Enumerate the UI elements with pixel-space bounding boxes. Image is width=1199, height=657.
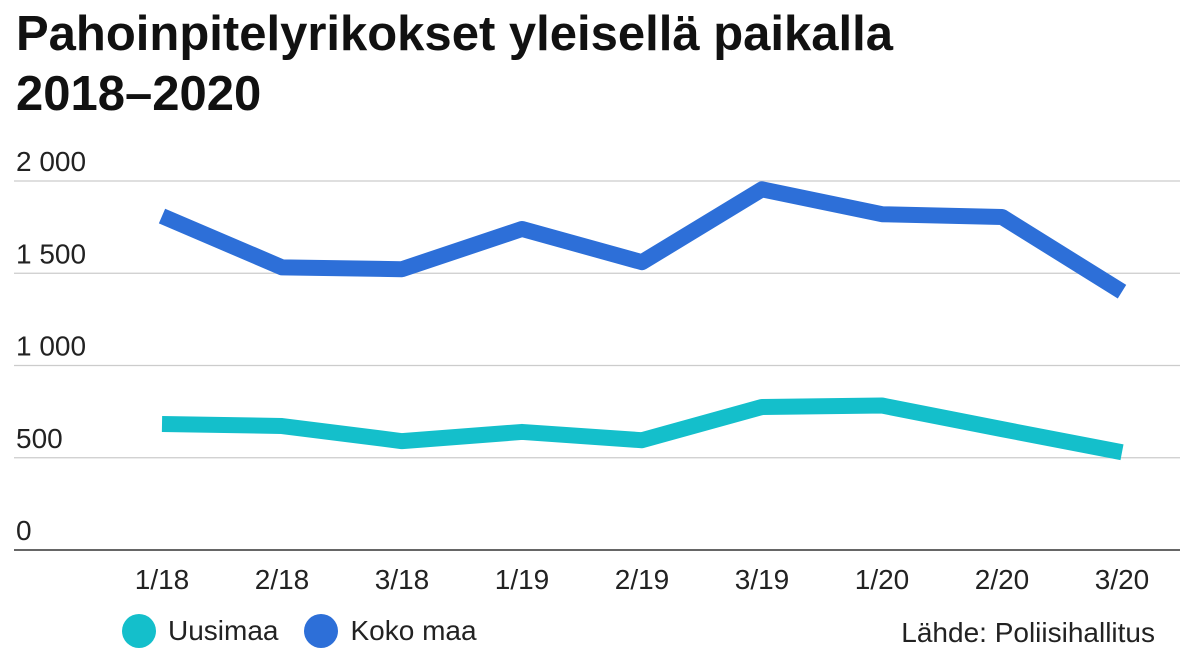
y-axis-tick-labels: 0 500 1 000 1 500 2 000 — [16, 146, 86, 546]
data-point-uusimaa-2 — [402, 441, 403, 442]
data-point-koko-maa-6 — [882, 214, 883, 215]
x-tick-label-1: 2/18 — [255, 564, 310, 595]
data-point-uusimaa-5 — [762, 407, 763, 408]
x-tick-label-5: 3/19 — [735, 564, 790, 595]
y-tick-label-3: 1 500 — [16, 238, 86, 269]
y-tick-label-4: 2 000 — [16, 146, 86, 177]
series-line-uusimaa — [161, 397, 1124, 461]
x-tick-label-2: 3/18 — [375, 564, 430, 595]
data-point-koko-maa-1 — [282, 267, 283, 268]
chart-title-line-1: Pahoinpitelyrikokset yleisellä paikalla — [16, 7, 893, 61]
data-point-uusimaa-8 — [1122, 452, 1123, 453]
data-point-koko-maa-3 — [522, 228, 523, 229]
source-note: Lähde: Poliisihallitus — [901, 617, 1155, 648]
x-tick-label-7: 2/20 — [975, 564, 1030, 595]
legend: Uusimaa Koko maa — [122, 614, 503, 648]
data-point-uusimaa-3 — [522, 431, 523, 432]
legend-swatch-uusimaa — [122, 614, 156, 648]
data-point-koko-maa-2 — [402, 269, 403, 270]
x-tick-label-0: 1/18 — [135, 564, 190, 595]
data-point-koko-maa-8 — [1122, 291, 1123, 292]
data-point-uusimaa-7 — [1002, 429, 1003, 430]
legend-label-uusimaa: Uusimaa — [168, 615, 279, 646]
x-tick-label-8: 3/20 — [1095, 564, 1150, 595]
data-point-uusimaa-1 — [282, 426, 283, 427]
data-point-uusimaa-0 — [162, 423, 163, 424]
legend-item-koko-maa: Koko maa — [304, 614, 477, 648]
x-axis-tick-labels: 1/18 2/18 3/18 1/19 2/19 3/19 1/20 2/20 3/20 — [135, 564, 1150, 595]
data-point-uusimaa-6 — [882, 405, 883, 406]
y-tick-label-1: 500 — [16, 423, 63, 454]
series-line-koko-maa — [158, 181, 1127, 299]
data-series — [158, 181, 1127, 461]
chart-title-line-2: 2018–2020 — [16, 67, 262, 121]
data-point-koko-maa-5 — [762, 189, 763, 190]
legend-swatch-koko-maa — [304, 614, 339, 648]
data-point-uusimaa-4 — [642, 440, 643, 441]
y-tick-label-0: 0 — [16, 515, 32, 546]
chart-title: Pahoinpitelyrikokset yleisellä paikalla … — [16, 4, 1176, 124]
data-point-koko-maa-0 — [162, 216, 163, 217]
gridlines — [14, 180, 1180, 551]
y-tick-label-2: 1 000 — [16, 331, 86, 362]
data-point-koko-maa-4 — [642, 262, 643, 263]
x-tick-label-4: 2/19 — [615, 564, 670, 595]
legend-label-koko-maa: Koko maa — [350, 615, 477, 646]
x-tick-label-3: 1/19 — [495, 564, 550, 595]
data-point-koko-maa-7 — [1002, 216, 1003, 217]
x-tick-label-6: 1/20 — [855, 564, 910, 595]
legend-item-uusimaa: Uusimaa — [122, 614, 278, 648]
